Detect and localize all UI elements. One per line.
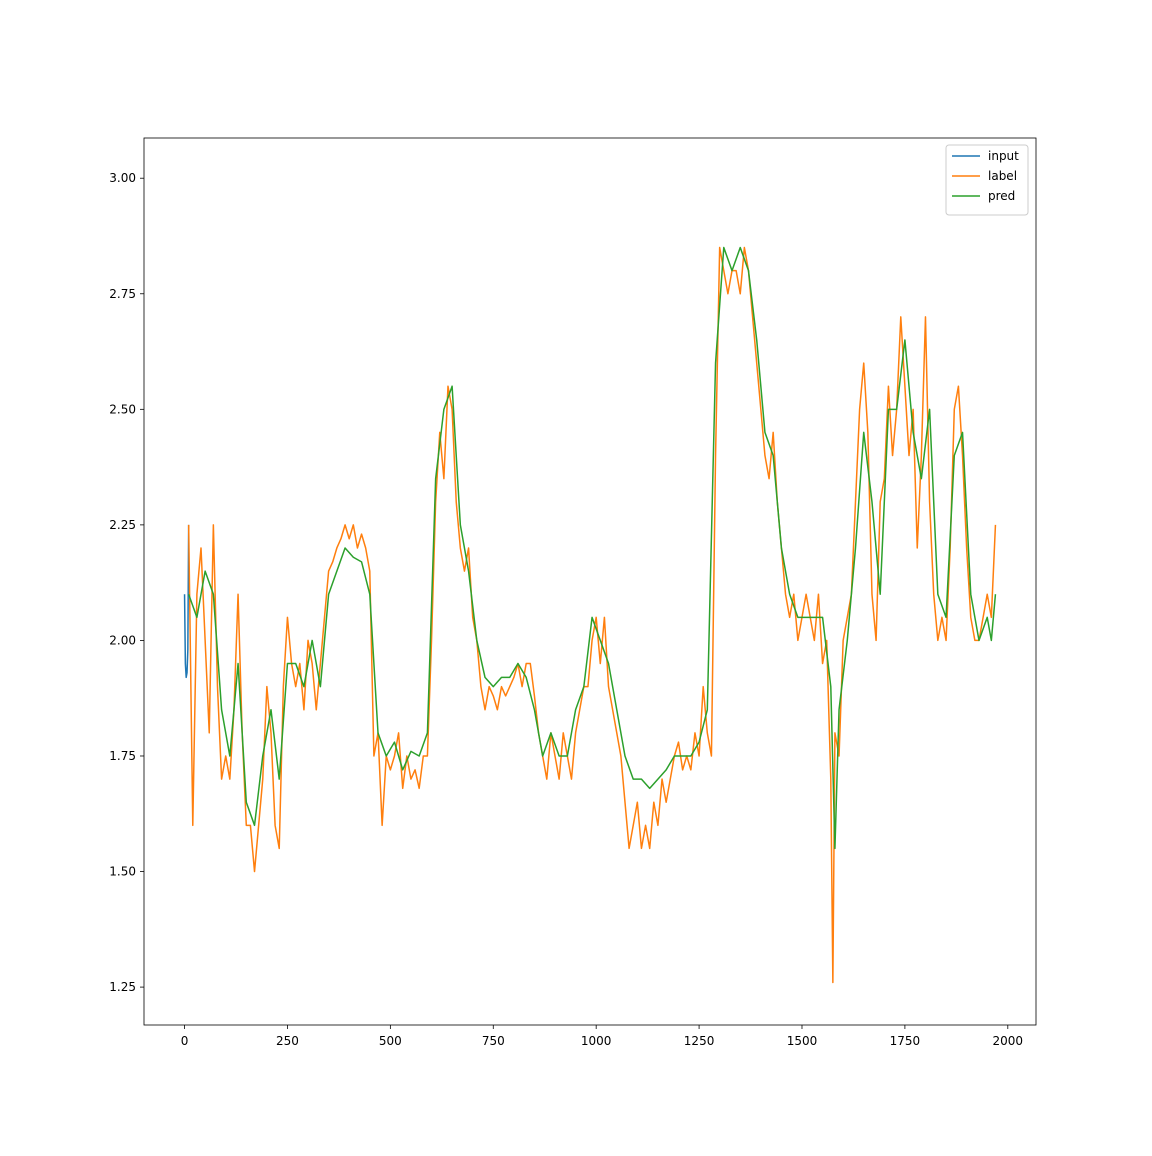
y-tick-label: 1.75 [109, 749, 136, 763]
x-tick-label: 750 [482, 1034, 505, 1048]
y-tick-label: 1.25 [109, 980, 136, 994]
legend-label: label [988, 169, 1017, 183]
legend: input label pred [945, 144, 1029, 216]
x-tick-label: 250 [276, 1034, 299, 1048]
series-line [187, 246, 997, 984]
y-tick-label: 1.50 [109, 865, 136, 879]
x-tick-label: 500 [379, 1034, 402, 1048]
y-tick-label: 2.75 [109, 287, 136, 301]
y-tick-label: 3.00 [109, 171, 136, 185]
x-tick-label: 1250 [684, 1034, 715, 1048]
series-line [187, 246, 997, 850]
y-tick-label: 2.00 [109, 633, 136, 647]
x-tick-label: 1500 [787, 1034, 818, 1048]
legend-frame [945, 144, 1029, 216]
x-tick-label: 1750 [890, 1034, 921, 1048]
y-tick-label: 2.25 [109, 518, 136, 532]
legend-label: pred [988, 189, 1015, 203]
plot-frame [143, 137, 1037, 1026]
x-tick-label: 2000 [993, 1034, 1024, 1048]
legend-label: input [988, 149, 1019, 163]
x-tick-label: 0 [181, 1034, 189, 1048]
x-tick-label: 1000 [581, 1034, 612, 1048]
series-line [183, 524, 190, 679]
y-tick-label: 2.50 [109, 402, 136, 416]
